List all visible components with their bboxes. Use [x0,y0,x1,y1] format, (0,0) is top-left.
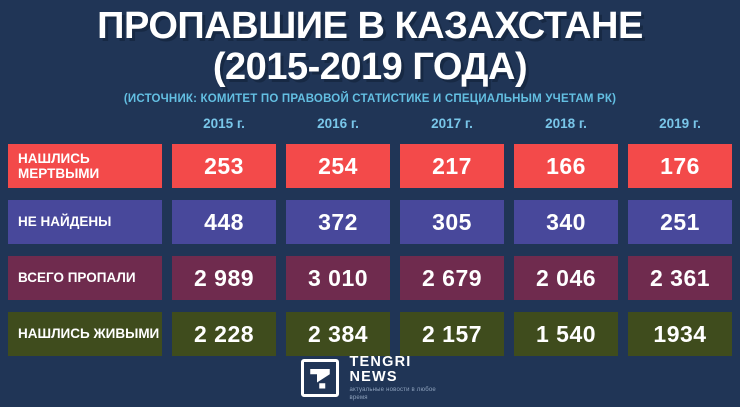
cell-total-missing-2019: 2 361 [628,256,732,301]
cell-not-found-2017: 305 [400,200,504,245]
logo-tagline: актуальные новости в любое время [349,387,436,401]
tengrinews-logo: TENGRI NEWS актуальные новости в любое в… [300,353,440,402]
cell-not-found-2015: 448 [172,200,276,245]
page-title-line2: (2015-2019 ГОДА) [212,46,528,89]
cell-total-missing-2015: 2 989 [172,256,276,301]
cell-total-missing-2018: 2 046 [514,256,618,301]
header: ПРОПАВШИЕ В КАЗАХСТАНЕ (2015-2019 ГОДА) … [0,0,740,105]
cell-found-alive-2017: 2 157 [400,312,504,357]
year-header-2018: 2018 г. [545,116,587,132]
cell-found-alive-2016: 2 384 [286,312,390,357]
cell-not-found-2016: 372 [286,200,390,245]
cell-found-alive-2018: 1 540 [514,312,618,357]
year-header-2017: 2017 г. [431,116,473,132]
row-label-not-found: НЕ НАЙДЕНЫ [8,200,162,245]
cell-found-dead-2018: 166 [514,144,618,189]
source-note: (ИСТОЧНИК: КОМИТЕТ ПО ПРАВОВОЙ СТАТИСТИК… [123,93,617,106]
cell-found-dead-2019: 176 [628,144,732,189]
row-label-total-missing: ВСЕГО ПРОПАЛИ [8,256,162,301]
flag-glyph-icon [309,369,330,389]
row-label-found-alive: НАШЛИСЬ ЖИВЫМИ [8,312,162,357]
tengrinews-logo-icon [300,359,339,398]
row-label-found-dead: НАШЛИСЬ МЕРТВЫМИ [8,144,162,189]
logo-title-line2: NEWS [349,368,398,385]
logo-text-block: TENGRI NEWS актуальные новости в любое в… [349,353,440,402]
cell-total-missing-2017: 2 679 [400,256,504,301]
table-corner-spacer [8,116,162,132]
logo-title-line1: TENGRI [349,353,412,370]
year-header-2016: 2016 г. [317,116,359,132]
cell-not-found-2019: 251 [628,200,732,245]
page-title-line1: ПРОПАВШИЕ В КАЗАХСТАНЕ [97,5,643,47]
footer: TENGRI NEWS актуальные новости в любое в… [0,353,740,402]
cell-found-dead-2016: 254 [286,144,390,189]
year-header-2019: 2019 г. [659,116,701,132]
cell-total-missing-2016: 3 010 [286,256,390,301]
cell-found-alive-2015: 2 228 [172,312,276,357]
cell-found-dead-2017: 217 [400,144,504,189]
cell-not-found-2018: 340 [514,200,618,245]
cell-found-alive-2019: 1934 [628,312,732,357]
data-table: 2015 г. 2016 г. 2017 г. 2018 г. 2019 г. … [0,116,740,357]
year-header-2015: 2015 г. [203,116,245,132]
cell-found-dead-2015: 253 [172,144,276,189]
